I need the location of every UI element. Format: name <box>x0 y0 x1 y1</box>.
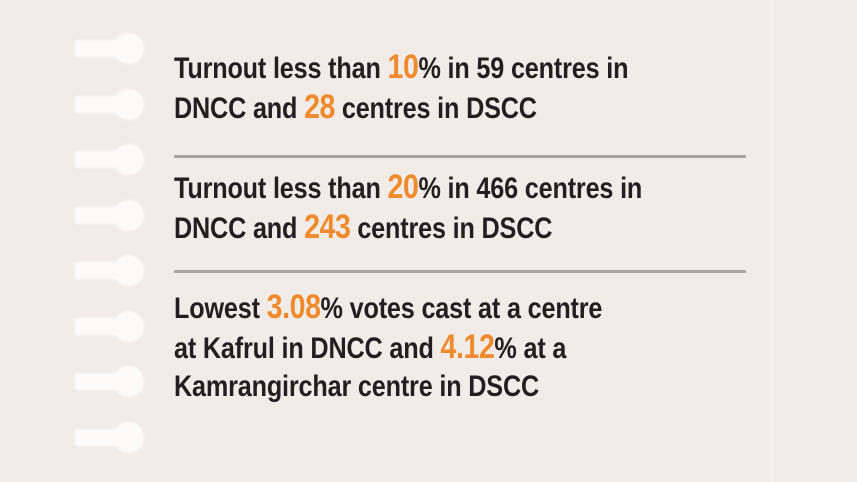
stat-value: 4.12 <box>440 328 495 366</box>
stat-line: DNCC and 28 centres in DSCC <box>174 88 661 128</box>
stat-text: % votes cast at a centre <box>320 292 603 325</box>
stat-text: centres in DSCC <box>335 92 537 125</box>
stat-value: 243 <box>304 208 351 246</box>
section-divider-2 <box>174 270 746 273</box>
stat-value: 10 <box>387 48 419 86</box>
pin-marker-icon <box>75 144 151 175</box>
background-panel-right <box>773 0 857 482</box>
stat-block-turnout-under-10: Turnout less than 10% in 59 centres in DN… <box>174 48 754 128</box>
stat-line: DNCC and 243 centres in DSCC <box>174 208 661 248</box>
stat-line: Lowest 3.08% votes cast at a centre <box>174 288 661 328</box>
stat-text: Kamrangirchar centre in DSCC <box>174 370 540 403</box>
stat-text: % in 466 centres in <box>418 172 643 205</box>
pin-marker-icon <box>75 421 151 453</box>
stat-text: Turnout less than <box>174 52 388 85</box>
stat-block-lowest-turnout-centres: Lowest 3.08% votes cast at a centre at Ka… <box>174 288 754 406</box>
stat-block-turnout-under-20: Turnout less than 20% in 466 centres in D… <box>174 168 754 248</box>
stats-content: Turnout less than 10% in 59 centres in DN… <box>174 0 754 482</box>
pin-marker-icon <box>75 366 151 397</box>
stat-line: Turnout less than 10% in 59 centres in <box>174 48 661 88</box>
pin-head <box>113 255 144 286</box>
stat-text: Lowest <box>174 292 267 325</box>
stat-text: DNCC and <box>174 92 305 125</box>
pin-marker-icon <box>75 199 151 231</box>
stat-text: at Kafrul in DNCC and <box>174 332 441 365</box>
pin-head <box>113 366 144 397</box>
stat-line: Kamrangirchar centre in DSCC <box>174 368 661 406</box>
pin-head <box>113 199 144 231</box>
background-panel-main <box>0 0 770 482</box>
pin-head <box>113 310 144 342</box>
vertical-divider <box>769 0 773 482</box>
pin-head <box>113 421 144 453</box>
pin-head <box>113 33 144 64</box>
stat-text: % in 59 centres in <box>418 52 629 85</box>
stat-line: Turnout less than 20% in 466 centres in <box>174 168 661 208</box>
stat-value: 20 <box>387 168 419 206</box>
pin-marker-icon <box>75 310 151 342</box>
pin-head <box>113 88 144 120</box>
pin-marker-icon <box>75 255 151 286</box>
pin-marker-icon <box>75 88 151 120</box>
stat-text: % at a <box>494 332 567 365</box>
stat-text: centres in DSCC <box>350 212 553 245</box>
pin-decoration-column <box>0 0 160 482</box>
stat-value: 3.08 <box>266 288 321 326</box>
stat-value: 28 <box>304 88 336 126</box>
stat-line: at Kafrul in DNCC and 4.12% at a <box>174 328 661 368</box>
stat-text: Turnout less than <box>174 172 388 205</box>
pin-head <box>113 144 144 175</box>
stat-text: DNCC and <box>174 212 305 245</box>
section-divider-1 <box>174 155 746 158</box>
pin-marker-icon <box>75 33 151 64</box>
